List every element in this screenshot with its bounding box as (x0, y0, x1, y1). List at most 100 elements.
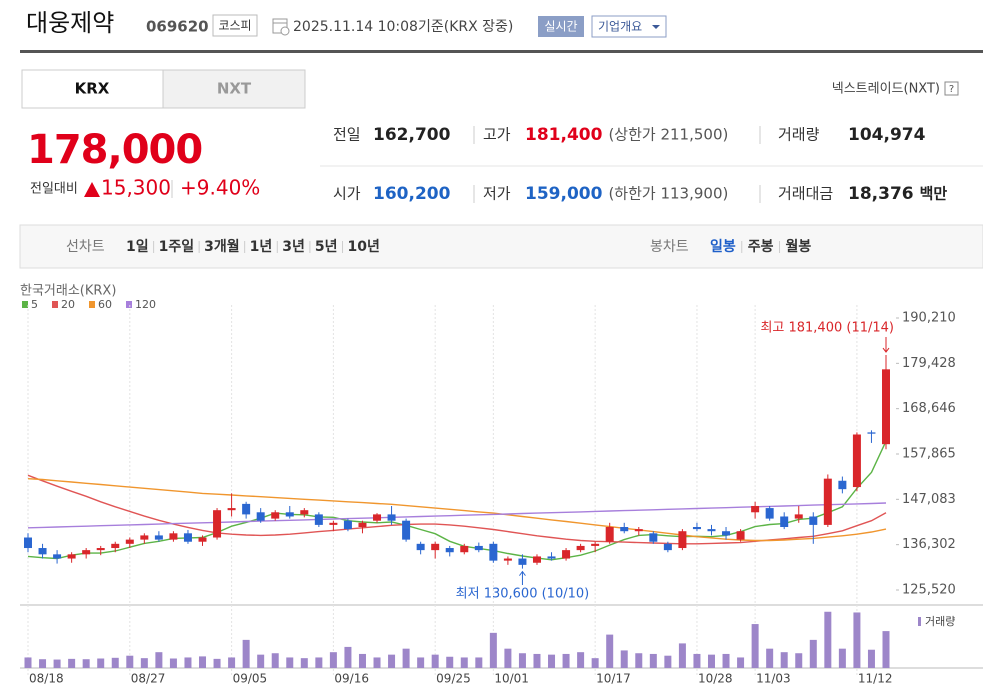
period-option[interactable]: 주봉 (748, 239, 774, 255)
volume-bar (475, 657, 483, 668)
candle-body (460, 545, 469, 553)
moving-average-line (27, 440, 887, 561)
company-button[interactable] (591, 15, 667, 38)
volume-bar (460, 657, 468, 668)
volume-bar (24, 657, 32, 668)
period-group-label: 선차트 (66, 239, 105, 255)
volume-bar (533, 653, 541, 668)
volume-bar (228, 657, 236, 668)
volume-bar (271, 653, 279, 668)
change-pct: +9.40% (180, 176, 260, 200)
candle-body (532, 556, 541, 563)
candle-body (678, 531, 687, 549)
price: 178,000 (27, 127, 202, 173)
low-annotation: 최저 130,600 (10/10) (456, 587, 590, 602)
candle-body (154, 535, 163, 540)
candle-body (474, 545, 483, 551)
candle-body (285, 512, 294, 517)
volume-bar (867, 649, 875, 668)
period-group-label: 봉차트 (650, 239, 689, 255)
period-option[interactable]: 3개월 (204, 238, 240, 255)
period-option[interactable]: 1주일 (159, 239, 195, 255)
period-option[interactable]: 일봉 (710, 239, 736, 255)
legend-swatch (22, 301, 28, 308)
candle-body (300, 510, 309, 515)
realtime-label[interactable]: 실시간 (544, 20, 577, 34)
volume-bar (329, 652, 337, 668)
volume-bar (242, 639, 250, 668)
period-option[interactable]: 1일 (126, 239, 149, 255)
candle-body (271, 512, 280, 519)
tab-nxt[interactable] (162, 69, 306, 109)
stat-label: 전일 (333, 126, 361, 144)
candle-body (852, 434, 861, 488)
volume-bar (606, 634, 614, 668)
help-icon[interactable]: ? (949, 84, 954, 95)
candle-body (38, 548, 47, 555)
volume-bar (417, 657, 425, 668)
stats: 전일 162,700 고가 181,400 (상한가 211,500) 거래량 104,97… (333, 125, 947, 204)
volume-bar (809, 639, 817, 668)
period-option[interactable]: 1년 (250, 239, 273, 255)
x-tick-label: 09/16 (334, 672, 369, 686)
stat-label: 저가 (483, 185, 511, 203)
volume-bar (722, 653, 730, 668)
candle-body (358, 522, 367, 528)
x-tick-label: 10/01 (494, 672, 529, 686)
tab-label[interactable]: NXT (217, 80, 252, 98)
volume-bar (635, 653, 643, 668)
nxt-link[interactable]: 넥스트레이드(NXT) (832, 82, 940, 97)
volume-bar (766, 648, 774, 668)
moving-average-line (27, 502, 887, 529)
moving-average-line (27, 478, 887, 542)
candle-body (576, 545, 585, 551)
candle-body (867, 432, 876, 434)
candle-body (547, 556, 556, 559)
candle-body (445, 548, 454, 553)
help-box[interactable] (944, 81, 959, 96)
header-rule (20, 50, 983, 53)
candle-body (198, 537, 207, 542)
period-options: 선차트 1일 1주일 3개월 1년 3년 5년 10년 봉차트 일봉 주봉 월봉 (66, 238, 811, 255)
period-option[interactable]: 3년 (282, 239, 305, 255)
candle-body (722, 531, 731, 536)
volume-bar (184, 657, 192, 668)
period-option[interactable]: 10년 (348, 239, 380, 255)
volume-bar (548, 654, 556, 668)
candle-body (329, 522, 338, 525)
volume-bar (344, 646, 352, 668)
candle-body (416, 543, 425, 551)
basis: 기준(KRX 장중) (418, 19, 513, 35)
candle-body (780, 516, 789, 528)
realtime-button[interactable] (538, 16, 584, 37)
candle-body (736, 531, 745, 540)
period-bar (19, 224, 983, 269)
volume-bar (213, 658, 221, 668)
x-tick-label: 09/05 (233, 672, 268, 686)
volume-bar (358, 653, 366, 668)
change-label: 전일대비 (30, 182, 78, 197)
candle-body (882, 369, 890, 445)
annotation-arrowhead (519, 570, 526, 576)
company-label[interactable]: 기업개요 (598, 20, 642, 34)
candle-body (634, 529, 643, 532)
tab-label[interactable]: KRX (75, 80, 110, 98)
volume-bar (300, 658, 308, 668)
y-tick-label: 157,865 (902, 446, 956, 461)
candle-body (53, 554, 62, 559)
candle-body (373, 514, 382, 521)
volume-bar (126, 655, 134, 668)
tab-krx[interactable] (21, 69, 164, 109)
candle-body (183, 533, 192, 542)
period-option[interactable]: 5년 (315, 239, 338, 255)
candle-body (140, 535, 149, 540)
market-badge (212, 14, 258, 37)
candle-body (227, 508, 236, 511)
legend-label: 5 (31, 298, 38, 311)
volume-bar (649, 653, 657, 668)
candle-body (620, 527, 629, 532)
volume-bar (838, 648, 846, 668)
stat-note: (상한가 211,500) (608, 126, 728, 144)
period-option[interactable]: 월봉 (786, 238, 812, 255)
